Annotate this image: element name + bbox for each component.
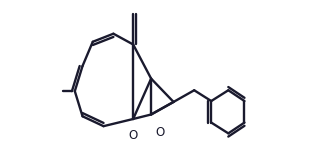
Text: O: O <box>156 126 165 139</box>
Text: O: O <box>129 129 138 142</box>
